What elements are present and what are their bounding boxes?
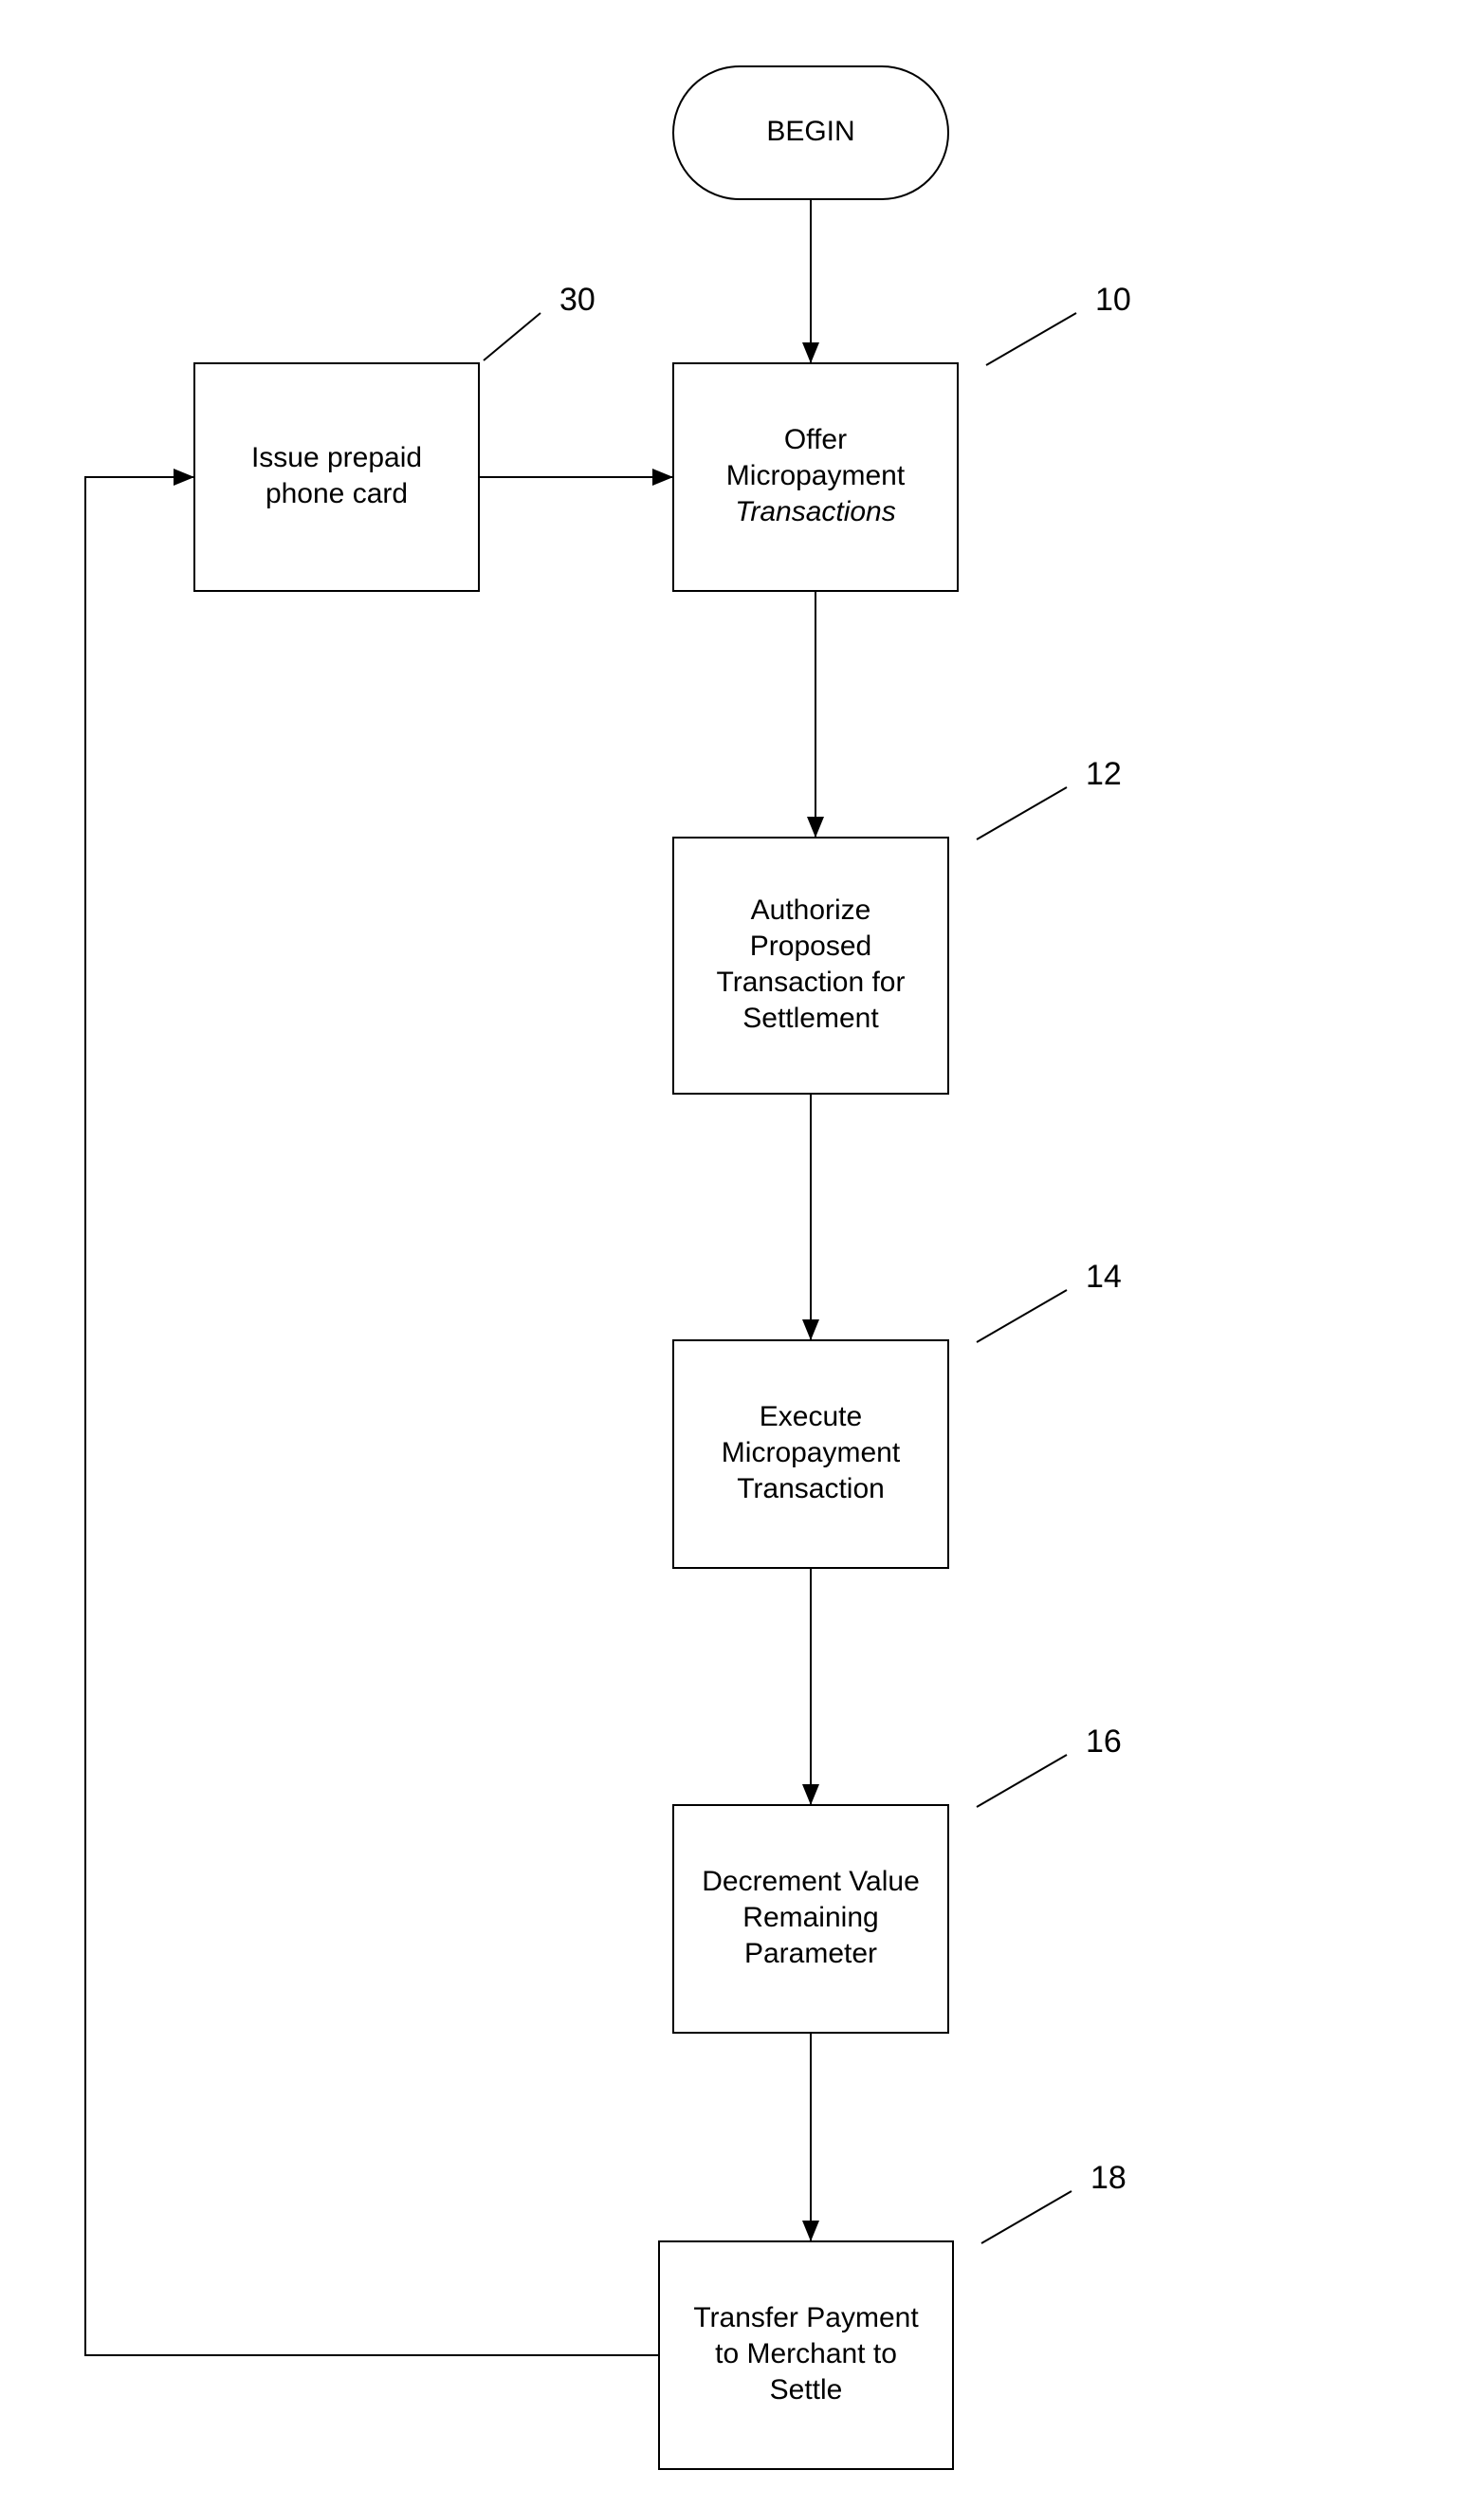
node-n30-ref-leader xyxy=(484,313,540,360)
node-n16: Decrement Value Remaining Parameter 16 xyxy=(673,1724,1122,2033)
node-n14-ref-label: 14 xyxy=(1086,1259,1122,1295)
nodes-layer: BEGIN Issue prepaid phone card 30 Offer Micro… xyxy=(194,66,1131,2469)
node-n18-label-line-1: to Merchant to xyxy=(715,2338,897,2369)
node-n16-label-line-1: Remaining xyxy=(742,1902,878,1933)
node-n16-ref-label: 16 xyxy=(1086,1724,1122,1760)
node-n16-label-line-0: Decrement Value xyxy=(702,1866,920,1897)
node-n12-label-line-0: Authorize xyxy=(751,894,871,926)
node-n18-ref-label: 18 xyxy=(1090,2160,1127,2196)
node-begin-label-line-0: BEGIN xyxy=(766,116,854,147)
node-n10-label-line-0: Offer xyxy=(784,424,847,455)
node-n14-label-line-2: Transaction xyxy=(737,1473,885,1504)
node-n30: Issue prepaid phone card 30 xyxy=(194,282,595,591)
node-n30-ref-label: 30 xyxy=(559,282,595,318)
node-n18-label-line-0: Transfer Payment xyxy=(693,2302,919,2333)
node-n10-ref-label: 10 xyxy=(1095,282,1131,318)
node-n10-label-line-2: Transactions xyxy=(735,496,896,527)
node-n12-label-line-3: Settlement xyxy=(742,1003,879,1034)
node-n10: Offer Micropayment Transactions 10 xyxy=(673,282,1131,591)
node-n18-label-line-2: Settle xyxy=(770,2374,843,2406)
node-n14-label-line-1: Micropayment xyxy=(722,1437,901,1468)
node-n18: Transfer Payment to Merchant to Settle 18 xyxy=(659,2160,1127,2469)
edge-n18-to-n30 xyxy=(85,477,659,2355)
node-n16-ref-leader xyxy=(977,1755,1067,1807)
node-n10-ref-leader xyxy=(986,313,1076,365)
node-n10-label-line-1: Micropayment xyxy=(726,460,906,491)
node-n30-label-line-1: phone card xyxy=(266,478,408,509)
node-n12-label-line-2: Transaction for xyxy=(717,967,906,998)
node-n12-ref-label: 12 xyxy=(1086,756,1122,792)
node-n12: Authorize Proposed Transaction for Settleme… xyxy=(673,756,1122,1094)
node-n12-ref-leader xyxy=(977,787,1067,839)
node-n14-ref-leader xyxy=(977,1290,1067,1342)
node-n12-label-line-1: Proposed xyxy=(750,931,871,962)
node-n30-label-line-0: Issue prepaid xyxy=(251,442,422,473)
node-n14-label-line-0: Execute xyxy=(760,1401,862,1432)
node-begin: BEGIN xyxy=(673,66,948,199)
node-n18-ref-leader xyxy=(981,2191,1072,2243)
node-n16-label-line-2: Parameter xyxy=(744,1938,877,1969)
node-n14: Execute Micropayment Transaction 14 xyxy=(673,1259,1122,1568)
